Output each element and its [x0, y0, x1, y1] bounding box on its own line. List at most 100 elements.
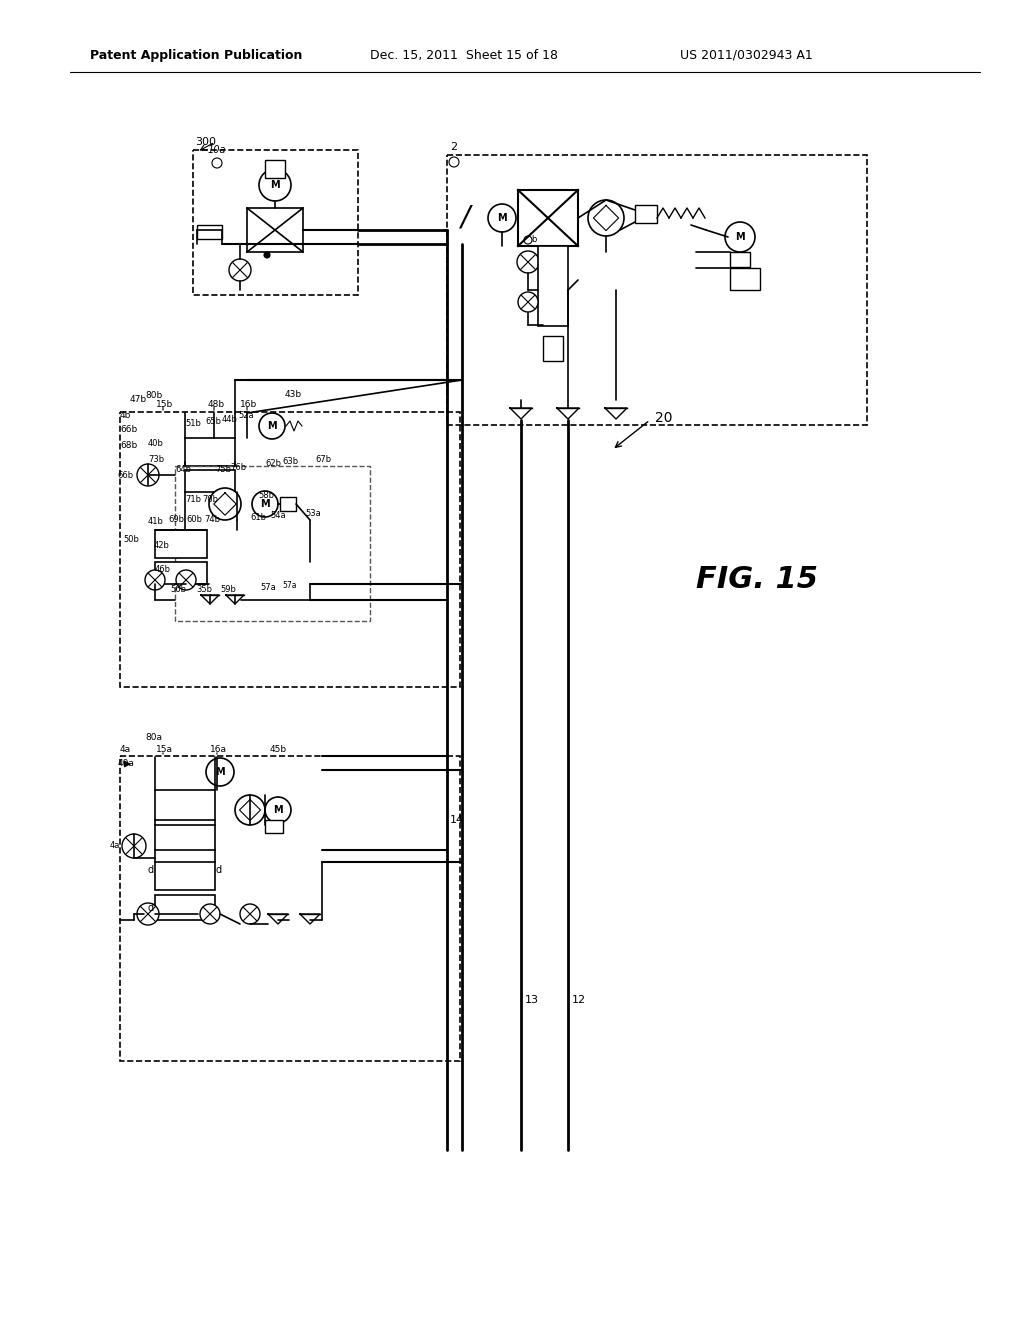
- Bar: [635, 205, 657, 223]
- Text: 46b: 46b: [155, 565, 171, 574]
- Bar: [155, 789, 215, 820]
- Text: 70b: 70b: [202, 495, 218, 504]
- Bar: [155, 825, 215, 850]
- Text: 58b: 58b: [258, 491, 274, 499]
- Text: 62b: 62b: [265, 459, 281, 469]
- Text: 43b: 43b: [285, 389, 302, 399]
- Text: 68b: 68b: [120, 441, 137, 450]
- Circle shape: [212, 158, 222, 168]
- Bar: [155, 895, 215, 920]
- Circle shape: [240, 904, 260, 924]
- Bar: [155, 862, 215, 890]
- Text: 75b: 75b: [215, 465, 231, 474]
- Text: d: d: [215, 865, 221, 875]
- Bar: [155, 562, 207, 583]
- Text: 4b: 4b: [120, 411, 131, 420]
- Text: 2: 2: [450, 143, 457, 152]
- Text: 300: 300: [195, 137, 216, 147]
- Text: 44b: 44b: [222, 414, 238, 424]
- Text: 57a: 57a: [282, 581, 297, 590]
- Text: 35b: 35b: [196, 586, 212, 594]
- Bar: [155, 531, 207, 558]
- Circle shape: [122, 834, 146, 858]
- Circle shape: [137, 465, 159, 486]
- Text: 60b: 60b: [186, 516, 202, 524]
- Circle shape: [449, 157, 459, 168]
- Bar: [447, 154, 867, 425]
- Text: 69b: 69b: [168, 516, 184, 524]
- Bar: [247, 209, 303, 252]
- Text: 42b: 42b: [154, 540, 170, 549]
- Text: 54a: 54a: [270, 511, 286, 520]
- Text: 16b: 16b: [240, 400, 257, 409]
- Text: M: M: [215, 767, 225, 777]
- Bar: [265, 820, 283, 833]
- Text: M: M: [735, 232, 744, 242]
- Text: 41b: 41b: [148, 517, 164, 527]
- Bar: [280, 498, 296, 511]
- Text: 10a: 10a: [208, 145, 226, 154]
- Text: FIG. 15: FIG. 15: [696, 565, 818, 594]
- Bar: [185, 470, 234, 492]
- Text: 16a: 16a: [210, 744, 227, 754]
- Text: 57a: 57a: [260, 583, 275, 593]
- Bar: [193, 150, 358, 294]
- Text: Dec. 15, 2011  Sheet 15 of 18: Dec. 15, 2011 Sheet 15 of 18: [370, 49, 558, 62]
- Text: 80b: 80b: [145, 391, 162, 400]
- Text: M: M: [270, 180, 280, 190]
- Circle shape: [137, 903, 159, 925]
- Text: 52a: 52a: [238, 412, 254, 421]
- Text: /: /: [460, 205, 469, 232]
- Text: 15a: 15a: [156, 744, 173, 754]
- Bar: [197, 224, 222, 239]
- Circle shape: [518, 292, 538, 312]
- Text: 13: 13: [525, 995, 539, 1005]
- Circle shape: [264, 252, 270, 257]
- Text: 56b: 56b: [170, 586, 186, 594]
- Text: 53a: 53a: [305, 510, 321, 519]
- Text: 45b: 45b: [270, 744, 287, 754]
- Circle shape: [517, 251, 539, 273]
- Bar: [538, 246, 568, 326]
- Text: 76b: 76b: [230, 462, 246, 471]
- Circle shape: [145, 570, 165, 590]
- Text: 61b: 61b: [250, 513, 266, 523]
- Text: 74b: 74b: [204, 516, 220, 524]
- Text: 40b: 40b: [148, 440, 164, 449]
- Text: 64b: 64b: [175, 465, 191, 474]
- Circle shape: [200, 904, 220, 924]
- Bar: [120, 756, 460, 1061]
- Text: 65b: 65b: [205, 417, 221, 425]
- Text: 80a: 80a: [145, 734, 162, 742]
- Text: 66b: 66b: [118, 470, 134, 479]
- Text: 67b: 67b: [315, 455, 331, 465]
- Text: 4a: 4a: [110, 842, 120, 850]
- Circle shape: [229, 259, 251, 281]
- Text: 15b: 15b: [156, 400, 173, 409]
- Text: d: d: [148, 865, 155, 875]
- Text: 51b: 51b: [185, 420, 201, 429]
- Text: 12: 12: [572, 995, 586, 1005]
- Text: 71b: 71b: [185, 495, 201, 504]
- Bar: [730, 252, 750, 267]
- Text: M: M: [267, 421, 276, 432]
- Text: 47b: 47b: [130, 396, 147, 404]
- Circle shape: [234, 795, 265, 825]
- Circle shape: [524, 236, 532, 244]
- Circle shape: [209, 488, 241, 520]
- Text: 73b: 73b: [148, 455, 164, 465]
- Bar: [120, 412, 460, 686]
- Bar: [518, 190, 578, 246]
- Text: d: d: [148, 903, 155, 913]
- Text: b: b: [531, 235, 537, 244]
- Circle shape: [725, 222, 755, 252]
- Text: M: M: [273, 805, 283, 814]
- Circle shape: [259, 169, 291, 201]
- Circle shape: [252, 491, 278, 517]
- Text: 48b: 48b: [208, 400, 225, 409]
- Text: 4a: 4a: [120, 746, 131, 755]
- Circle shape: [265, 797, 291, 822]
- Circle shape: [259, 413, 285, 440]
- Bar: [543, 337, 563, 360]
- Text: US 2011/0302943 A1: US 2011/0302943 A1: [680, 49, 813, 62]
